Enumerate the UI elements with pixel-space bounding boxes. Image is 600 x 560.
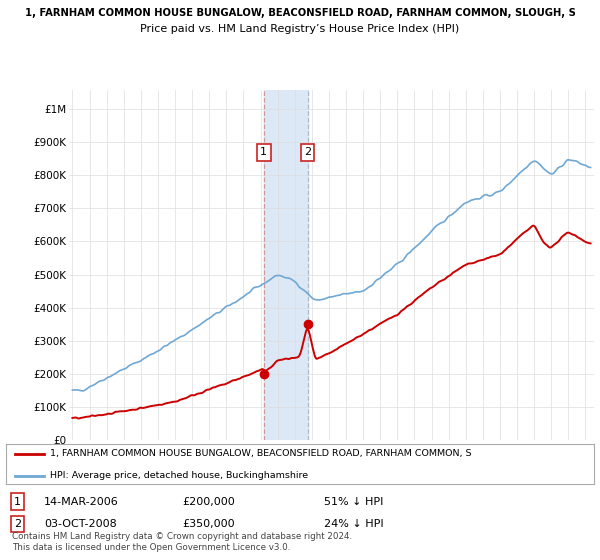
Text: 24% ↓ HPI: 24% ↓ HPI (323, 519, 383, 529)
Text: 1: 1 (260, 147, 267, 157)
Text: Contains HM Land Registry data © Crown copyright and database right 2024.
This d: Contains HM Land Registry data © Crown c… (12, 533, 352, 552)
Text: 14-MAR-2006: 14-MAR-2006 (44, 497, 119, 507)
Text: £200,000: £200,000 (182, 497, 235, 507)
Text: HPI: Average price, detached house, Buckinghamshire: HPI: Average price, detached house, Buck… (50, 471, 308, 480)
Text: Price paid vs. HM Land Registry’s House Price Index (HPI): Price paid vs. HM Land Registry’s House … (140, 24, 460, 34)
Text: 2: 2 (304, 147, 311, 157)
Text: 1: 1 (14, 497, 21, 507)
Text: 03-OCT-2008: 03-OCT-2008 (44, 519, 117, 529)
Text: 1, FARNHAM COMMON HOUSE BUNGALOW, BEACONSFIELD ROAD, FARNHAM COMMON, SLOUGH, S: 1, FARNHAM COMMON HOUSE BUNGALOW, BEACON… (25, 8, 575, 18)
Text: £350,000: £350,000 (182, 519, 235, 529)
Text: 2: 2 (14, 519, 22, 529)
Text: 51% ↓ HPI: 51% ↓ HPI (323, 497, 383, 507)
Text: 1, FARNHAM COMMON HOUSE BUNGALOW, BEACONSFIELD ROAD, FARNHAM COMMON, S: 1, FARNHAM COMMON HOUSE BUNGALOW, BEACON… (50, 449, 472, 458)
Bar (264, 90, 308, 440)
